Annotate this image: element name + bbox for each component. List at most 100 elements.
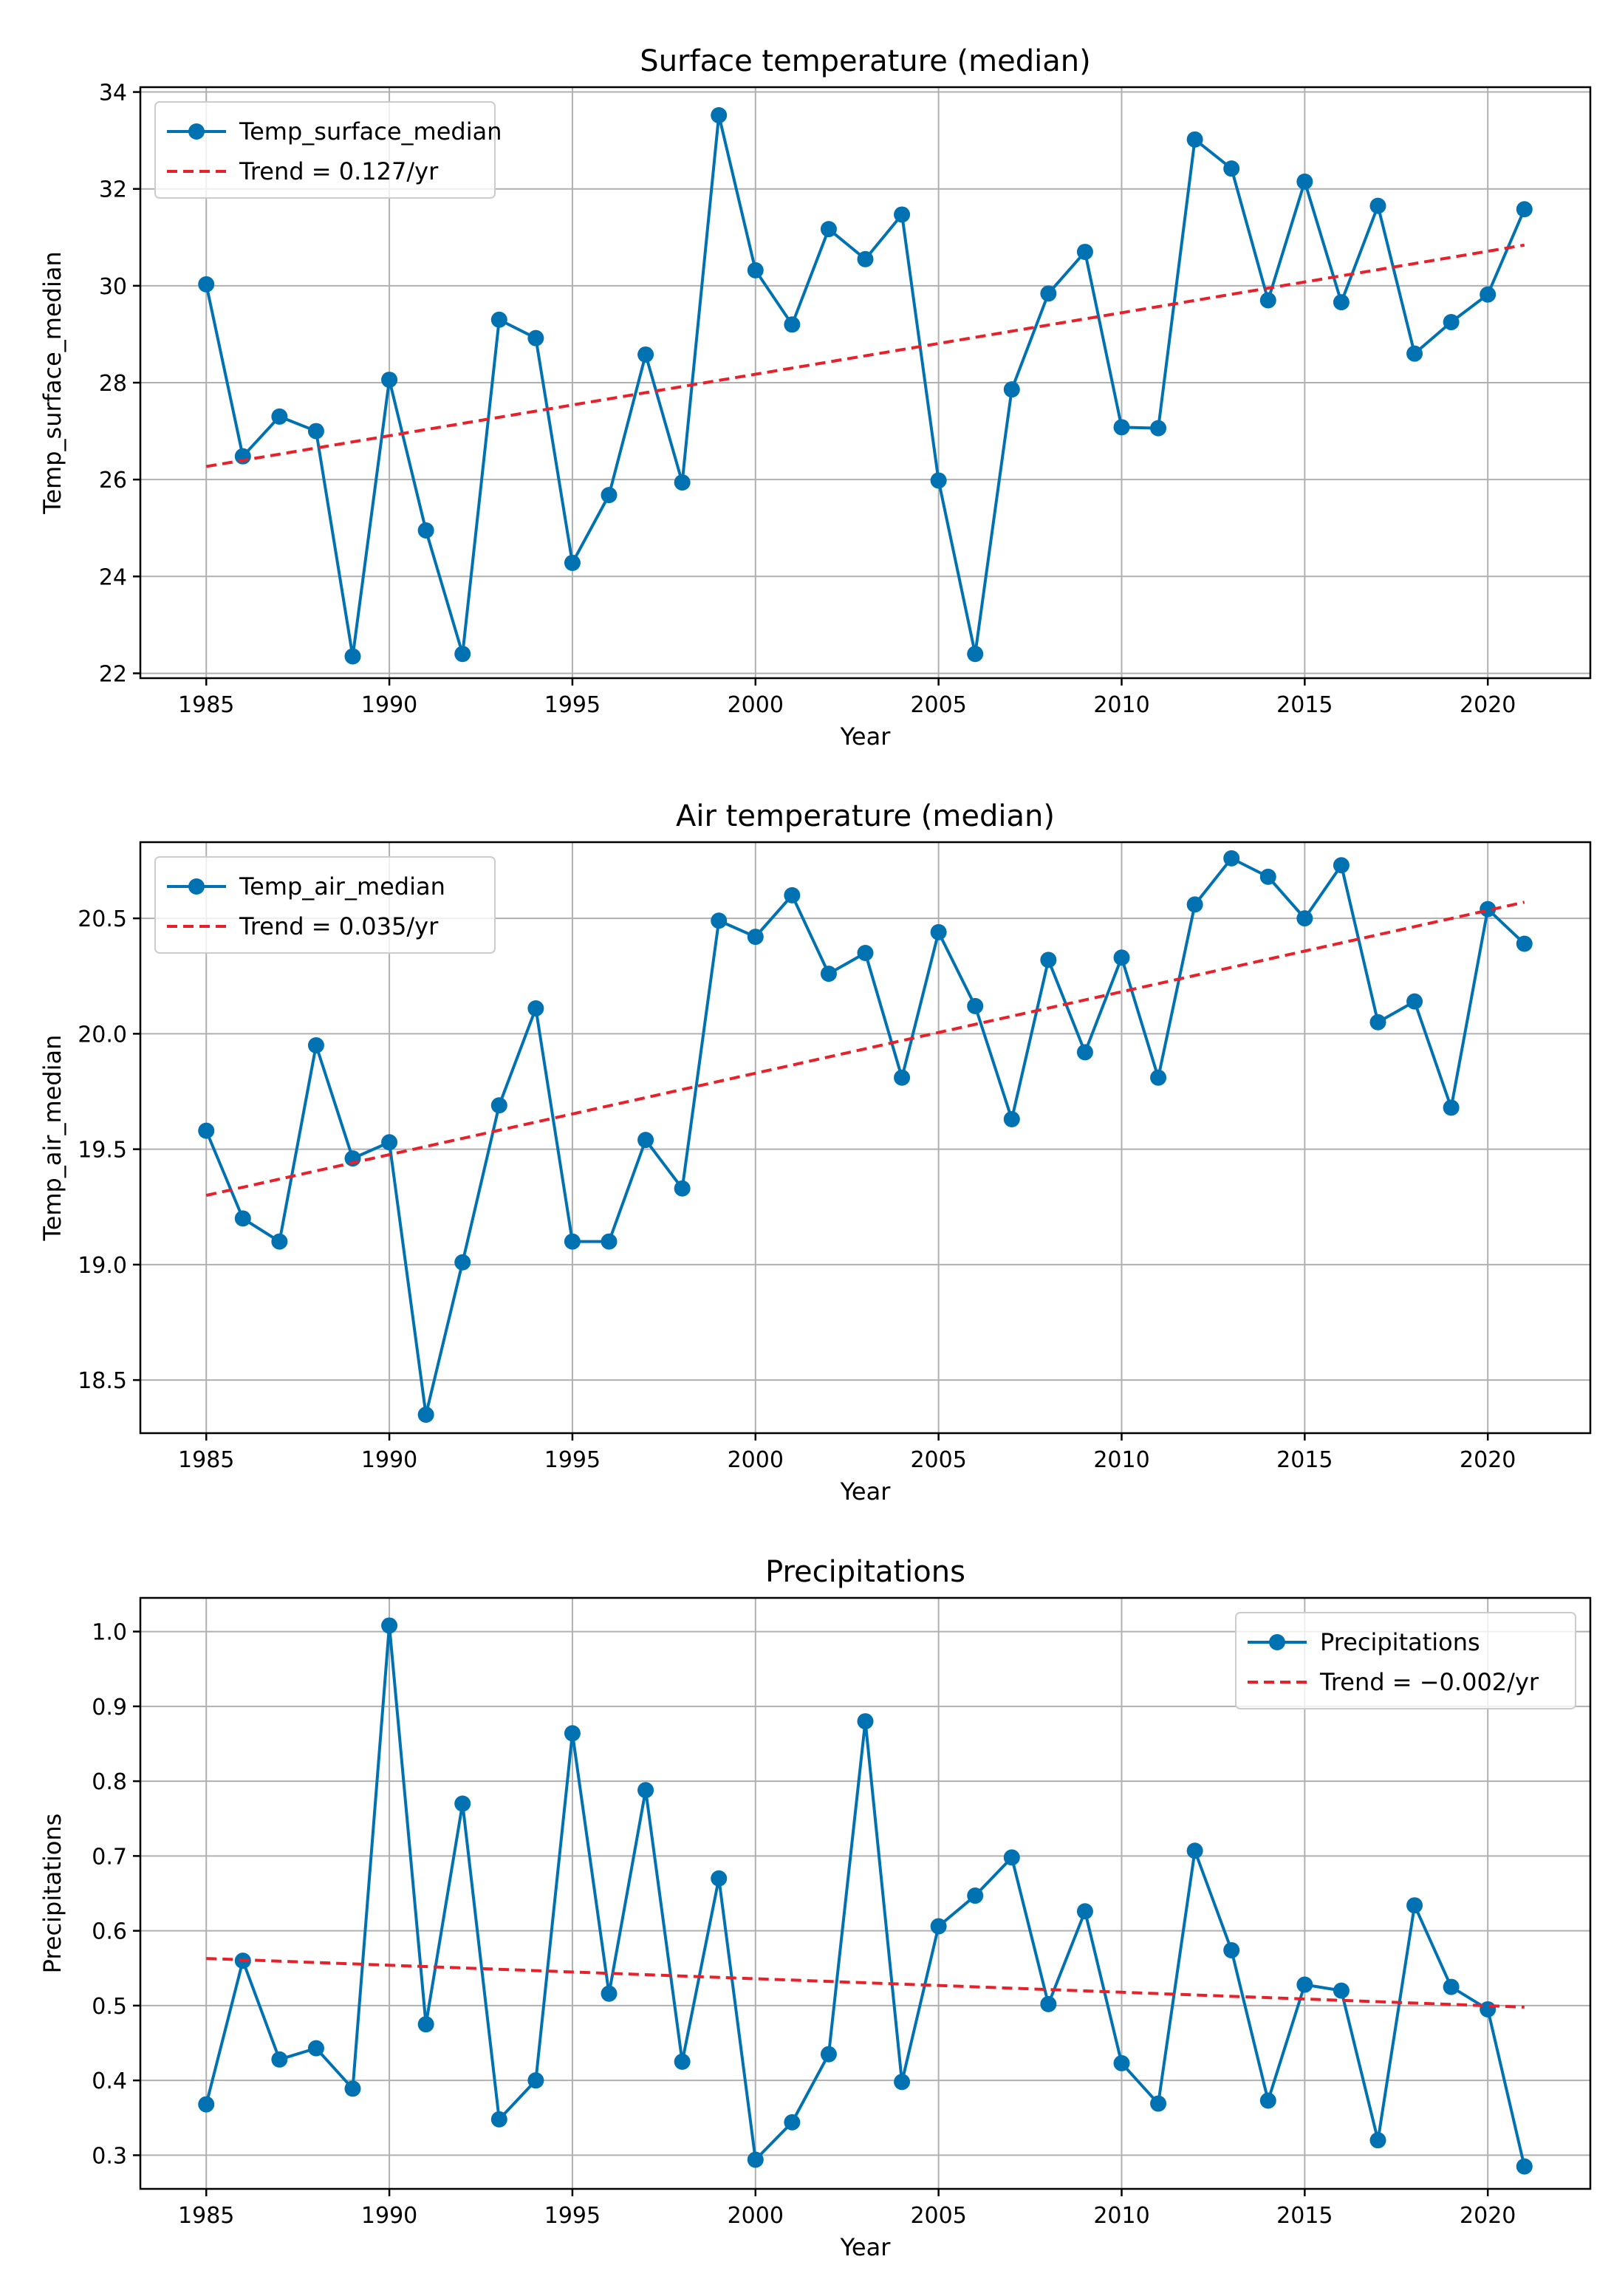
- data-point: [198, 2096, 215, 2113]
- trend-line: [205, 243, 1525, 468]
- x-tick-label: 2010: [1093, 692, 1149, 718]
- x-axis-label: Year: [840, 2233, 892, 2261]
- legend-series-label: Precipitations: [1320, 1628, 1480, 1656]
- chart-title: Precipitations: [765, 1555, 965, 1589]
- data-point: [1113, 949, 1130, 966]
- data-point: [1076, 1044, 1093, 1061]
- data-point: [820, 966, 837, 983]
- data-point: [747, 929, 764, 946]
- y-tick-label: 0.7: [92, 1844, 127, 1870]
- y-tick-label: 18.5: [78, 1368, 127, 1394]
- data-point: [1480, 286, 1497, 303]
- x-tick-label: 2005: [910, 1447, 966, 1473]
- data-point: [564, 554, 581, 571]
- legend-trend-label: Trend = 0.035/yr: [239, 912, 439, 940]
- data-point: [637, 1132, 654, 1149]
- data-point: [381, 1617, 398, 1634]
- data-point: [967, 1887, 984, 1904]
- x-tick-label: 1990: [361, 2203, 417, 2229]
- x-tick-label: 2015: [1276, 1447, 1333, 1473]
- x-axis-label: Year: [840, 722, 892, 751]
- data-point: [1480, 901, 1497, 918]
- y-tick-label: 22: [99, 661, 127, 687]
- y-tick-label: 20.5: [78, 906, 127, 932]
- y-tick-label: 0.8: [92, 1769, 127, 1795]
- data-point: [1516, 935, 1533, 952]
- data-point: [1040, 285, 1057, 302]
- trend-line: [206, 1957, 1525, 2009]
- y-tick-label: 1.0: [92, 1620, 127, 1646]
- data-point: [1223, 850, 1240, 867]
- data-point: [894, 1069, 911, 1086]
- data-point: [1259, 2092, 1276, 2109]
- data-point: [747, 262, 764, 279]
- chart-panel-1: 1985 1990 1995 2000 2005 2010 2015 2020 22 24 26 28…: [38, 44, 1592, 751]
- data-point: [381, 1134, 398, 1151]
- data-point: [344, 648, 361, 665]
- x-tick-label: 1985: [178, 692, 234, 718]
- data-point: [1480, 2001, 1497, 2017]
- x-tick-label: 2000: [728, 692, 784, 718]
- data-point: [1003, 381, 1020, 398]
- data-point: [674, 1180, 691, 1197]
- data-point: [1003, 1111, 1020, 1127]
- data-point: [1516, 201, 1533, 218]
- data-point: [784, 886, 801, 903]
- data-point: [1223, 160, 1240, 177]
- y-tick-label: 0.6: [92, 1919, 127, 1945]
- data-point: [1003, 1849, 1020, 1866]
- legend-box: [154, 856, 496, 954]
- data-point: [1113, 419, 1130, 436]
- data-point: [711, 1870, 728, 1887]
- data-point: [674, 474, 691, 491]
- x-tick-label: 2005: [910, 2203, 966, 2229]
- y-tick-label: 28: [99, 371, 127, 397]
- data-point: [784, 316, 801, 333]
- x-tick-label: 1995: [544, 2203, 601, 2229]
- data-point: [198, 1122, 215, 1139]
- chart-title: Surface temperature (median): [640, 44, 1090, 78]
- data-point: [1296, 1976, 1313, 1993]
- data-point: [1113, 2054, 1130, 2071]
- legend-series-marker: [188, 878, 205, 895]
- data-point: [1333, 1982, 1350, 1999]
- data-point: [930, 472, 947, 489]
- data-point: [1443, 1099, 1460, 1116]
- data-point: [894, 2074, 911, 2091]
- data-point: [601, 1985, 618, 2002]
- data-point: [307, 2040, 324, 2057]
- trend-line: [205, 901, 1525, 1197]
- data-point: [1040, 951, 1057, 968]
- data-point: [1443, 314, 1460, 331]
- data-point: [1296, 173, 1313, 190]
- data-point: [1076, 1903, 1093, 1920]
- data-point: [271, 1233, 288, 1250]
- chart-panel-3: 1985 1990 1995 2000 2005 2010 2015 2020 0.3 0.4 0.…: [38, 1555, 1592, 2261]
- data-point: [417, 2016, 434, 2033]
- data-point: [1259, 868, 1276, 885]
- chart-title: Air temperature (median): [676, 799, 1055, 833]
- y-tick-label: 0.5: [92, 1994, 127, 2020]
- y-tick-label: 26: [99, 468, 127, 493]
- data-point: [490, 1097, 507, 1114]
- plot-frame: [139, 86, 1592, 680]
- data-point: [271, 408, 288, 425]
- data-point: [307, 423, 324, 440]
- data-point: [344, 2080, 361, 2097]
- data-point: [234, 448, 251, 465]
- data-point: [820, 2046, 837, 2063]
- data-point: [527, 329, 544, 346]
- data-point: [930, 923, 947, 940]
- data-point: [527, 1000, 544, 1017]
- x-tick-label: 2020: [1460, 2203, 1516, 2229]
- data-point: [271, 2051, 288, 2068]
- data-point: [784, 2114, 801, 2131]
- y-tick-label: 24: [99, 564, 127, 590]
- data-point: [1150, 420, 1167, 437]
- data-point: [564, 1725, 581, 1742]
- data-point: [307, 1037, 324, 1053]
- data-point: [1443, 1978, 1460, 1995]
- chart-panel-2: 1985 1990 1995 2000 2005 2010 2015 2020 18.5 19.0…: [38, 799, 1592, 1506]
- y-tick-label: 30: [99, 274, 127, 300]
